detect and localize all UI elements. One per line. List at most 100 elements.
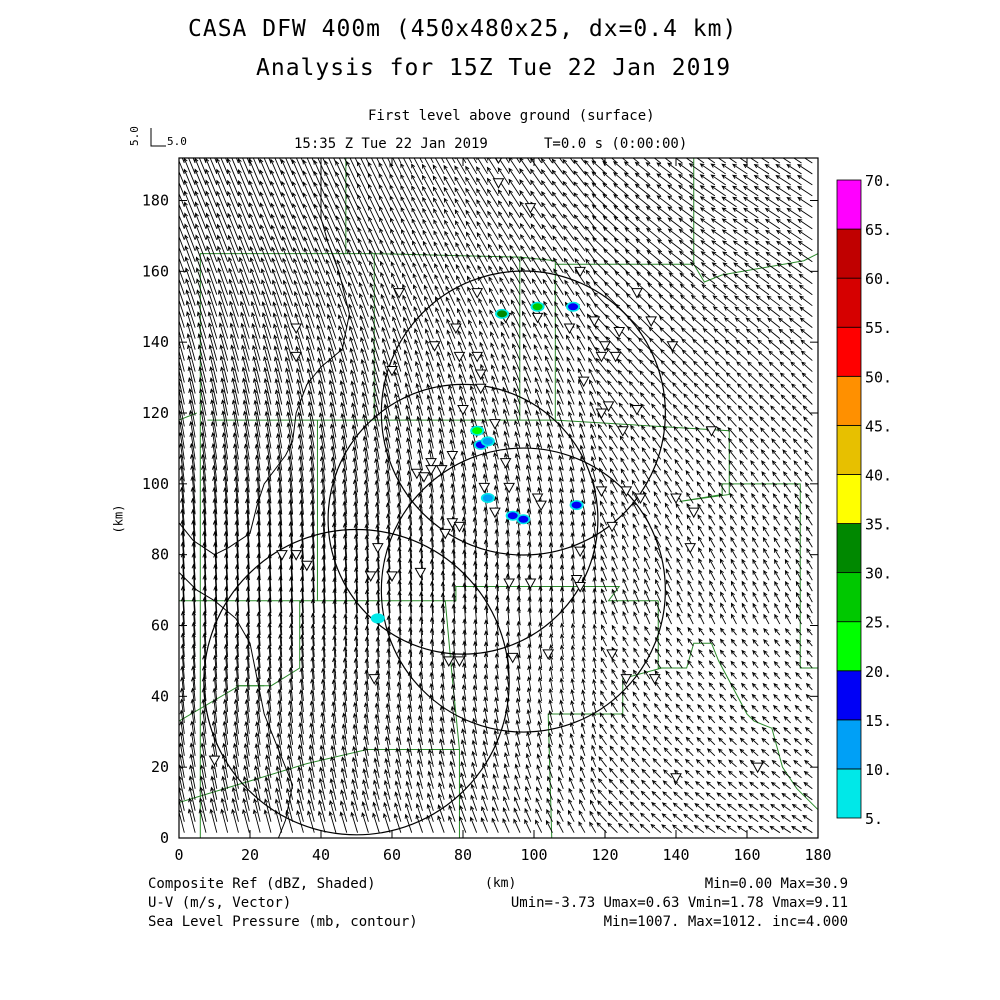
wind-vector bbox=[687, 612, 694, 625]
wind-vector bbox=[775, 207, 791, 219]
wind-vector bbox=[404, 360, 413, 383]
wind-vector bbox=[691, 305, 705, 318]
wind-vector bbox=[646, 238, 662, 252]
wind-vector bbox=[763, 613, 770, 625]
wind-vector bbox=[357, 238, 369, 262]
wind-vector bbox=[210, 410, 218, 438]
wind-vector bbox=[608, 778, 618, 790]
wind-vector bbox=[455, 263, 467, 284]
wind-vector bbox=[698, 649, 705, 658]
wind-vector bbox=[448, 793, 456, 811]
wind-vector bbox=[328, 810, 337, 833]
wind-vector bbox=[632, 691, 640, 702]
wind-vector bbox=[685, 459, 694, 471]
wind-vector bbox=[766, 306, 781, 318]
wind-vector bbox=[661, 392, 672, 405]
wind-vector bbox=[241, 366, 250, 394]
wind-vector bbox=[580, 755, 586, 767]
wind-vector bbox=[293, 268, 304, 295]
vector-scale-glyph bbox=[150, 128, 166, 147]
wind-vector bbox=[253, 776, 261, 800]
wind-vector bbox=[535, 409, 543, 427]
wind-vector bbox=[727, 415, 737, 427]
wind-vector bbox=[578, 400, 586, 416]
wind-vector bbox=[254, 732, 261, 756]
wind-vector bbox=[772, 726, 781, 735]
wind-vector bbox=[487, 188, 499, 208]
wind-vector bbox=[665, 590, 672, 603]
station-marker bbox=[645, 316, 657, 327]
wind-vector bbox=[698, 558, 705, 570]
wind-vector bbox=[689, 218, 705, 230]
wind-vector bbox=[797, 185, 813, 197]
wind-vector bbox=[248, 158, 261, 186]
wind-vector bbox=[482, 729, 488, 745]
wind-vector bbox=[412, 273, 423, 295]
wind-vector bbox=[537, 687, 543, 702]
wind-vector bbox=[220, 377, 229, 405]
wind-vector bbox=[621, 701, 629, 713]
wind-vector bbox=[579, 444, 586, 460]
wind-vector bbox=[773, 638, 781, 647]
wind-vector bbox=[728, 759, 737, 768]
station-marker bbox=[595, 408, 608, 420]
wind-vector bbox=[423, 251, 434, 273]
wind-vector bbox=[250, 300, 261, 328]
wind-vector bbox=[324, 182, 337, 208]
wind-vector bbox=[382, 812, 391, 833]
wind-vector bbox=[472, 684, 478, 702]
wind-vector bbox=[460, 439, 467, 460]
wind-vector bbox=[616, 347, 629, 361]
wind-vector bbox=[773, 515, 781, 526]
wind-vector bbox=[302, 170, 315, 197]
wind-vector bbox=[753, 196, 770, 208]
wind-vector bbox=[446, 340, 456, 361]
wind-vector bbox=[361, 391, 369, 416]
wind-vector bbox=[401, 261, 413, 284]
wind-vector bbox=[379, 205, 391, 230]
wind-vector bbox=[339, 811, 348, 833]
wind-vector bbox=[729, 704, 737, 713]
wind-vector bbox=[722, 273, 737, 285]
wind-vector bbox=[573, 203, 586, 219]
wind-vector bbox=[395, 736, 402, 756]
wind-vector bbox=[537, 698, 543, 713]
wind-vector bbox=[296, 798, 304, 822]
wind-vector bbox=[407, 714, 413, 734]
wind-vector bbox=[804, 737, 813, 746]
wind-vector bbox=[615, 292, 629, 307]
wind-vector bbox=[538, 665, 543, 680]
wind-vector bbox=[673, 436, 683, 449]
wind-vector bbox=[690, 272, 705, 285]
wind-vector bbox=[461, 483, 467, 504]
wind-vector bbox=[636, 293, 651, 307]
wind-vector bbox=[672, 802, 683, 812]
wind-vector bbox=[184, 234, 196, 262]
wind-vector bbox=[621, 512, 629, 526]
wind-vector bbox=[707, 492, 716, 504]
wind-vector bbox=[592, 634, 597, 647]
wind-vector bbox=[738, 416, 748, 427]
wind-vector bbox=[633, 545, 640, 559]
wind-vector bbox=[805, 682, 813, 691]
wind-vector bbox=[667, 195, 683, 208]
wind-vector bbox=[580, 733, 586, 745]
wind-vector bbox=[662, 436, 672, 449]
wind-vector bbox=[498, 243, 510, 262]
wind-vector bbox=[584, 236, 597, 252]
wind-vector bbox=[806, 558, 813, 570]
wind-vector bbox=[637, 326, 651, 339]
wind-vector bbox=[227, 201, 239, 230]
wind-vector bbox=[363, 446, 369, 471]
station-marker bbox=[670, 773, 682, 784]
wind-vector bbox=[620, 457, 629, 471]
wind-vector bbox=[200, 731, 207, 756]
wind-vector bbox=[615, 314, 629, 328]
wind-vector bbox=[419, 158, 423, 164]
wind-vector bbox=[559, 666, 564, 680]
wind-vector bbox=[584, 170, 597, 186]
wind-vector bbox=[664, 725, 672, 735]
wind-vector bbox=[730, 660, 737, 669]
wind-vector bbox=[786, 196, 802, 208]
wind-vector bbox=[569, 158, 575, 164]
